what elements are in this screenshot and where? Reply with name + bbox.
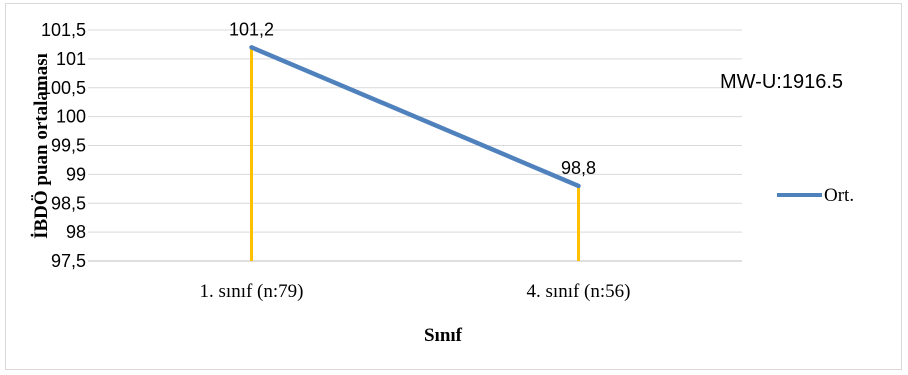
data-labels: 101,2 98,8 (229, 19, 596, 178)
legend-label: Ort. (824, 185, 854, 206)
y-axis-title: İBDÖ puan ortalaması (31, 53, 52, 239)
grid-lines (88, 29, 742, 262)
x-tick-label: 4. sınıf (n:56) (527, 281, 631, 302)
x-axis-title: Sınıf (424, 325, 463, 346)
data-label: 101,2 (229, 19, 274, 39)
y-tick-label: 98,5 (51, 193, 86, 213)
series-lines (249, 45, 581, 189)
x-tick-label: 1. sınıf (n:79) (200, 281, 304, 302)
x-axis-ticks: 1. sınıf (n:79) 4. sınıf (n:56) (200, 281, 631, 302)
y-tick-label: 99,5 (51, 136, 86, 156)
y-tick-label: 97,5 (51, 251, 86, 271)
drop-lines (250, 47, 580, 261)
chart-frame (5, 3, 902, 370)
legend: Ort. (777, 185, 854, 206)
y-axis-ticks: 97,5 98 98,5 99 99,5 100 100,5 101 101,5 (41, 20, 86, 271)
y-tick-label: 99 (66, 164, 86, 184)
y-tick-label: 98 (66, 222, 86, 242)
y-tick-label: 100 (56, 107, 86, 127)
y-tick-label: 100,5 (41, 78, 86, 98)
annotation-text: MW-U:1916.5 (720, 71, 843, 93)
y-tick-label: 101,5 (41, 20, 86, 40)
data-label: 98,8 (561, 158, 596, 178)
y-tick-label: 101 (56, 49, 86, 69)
series-line (249, 45, 581, 189)
